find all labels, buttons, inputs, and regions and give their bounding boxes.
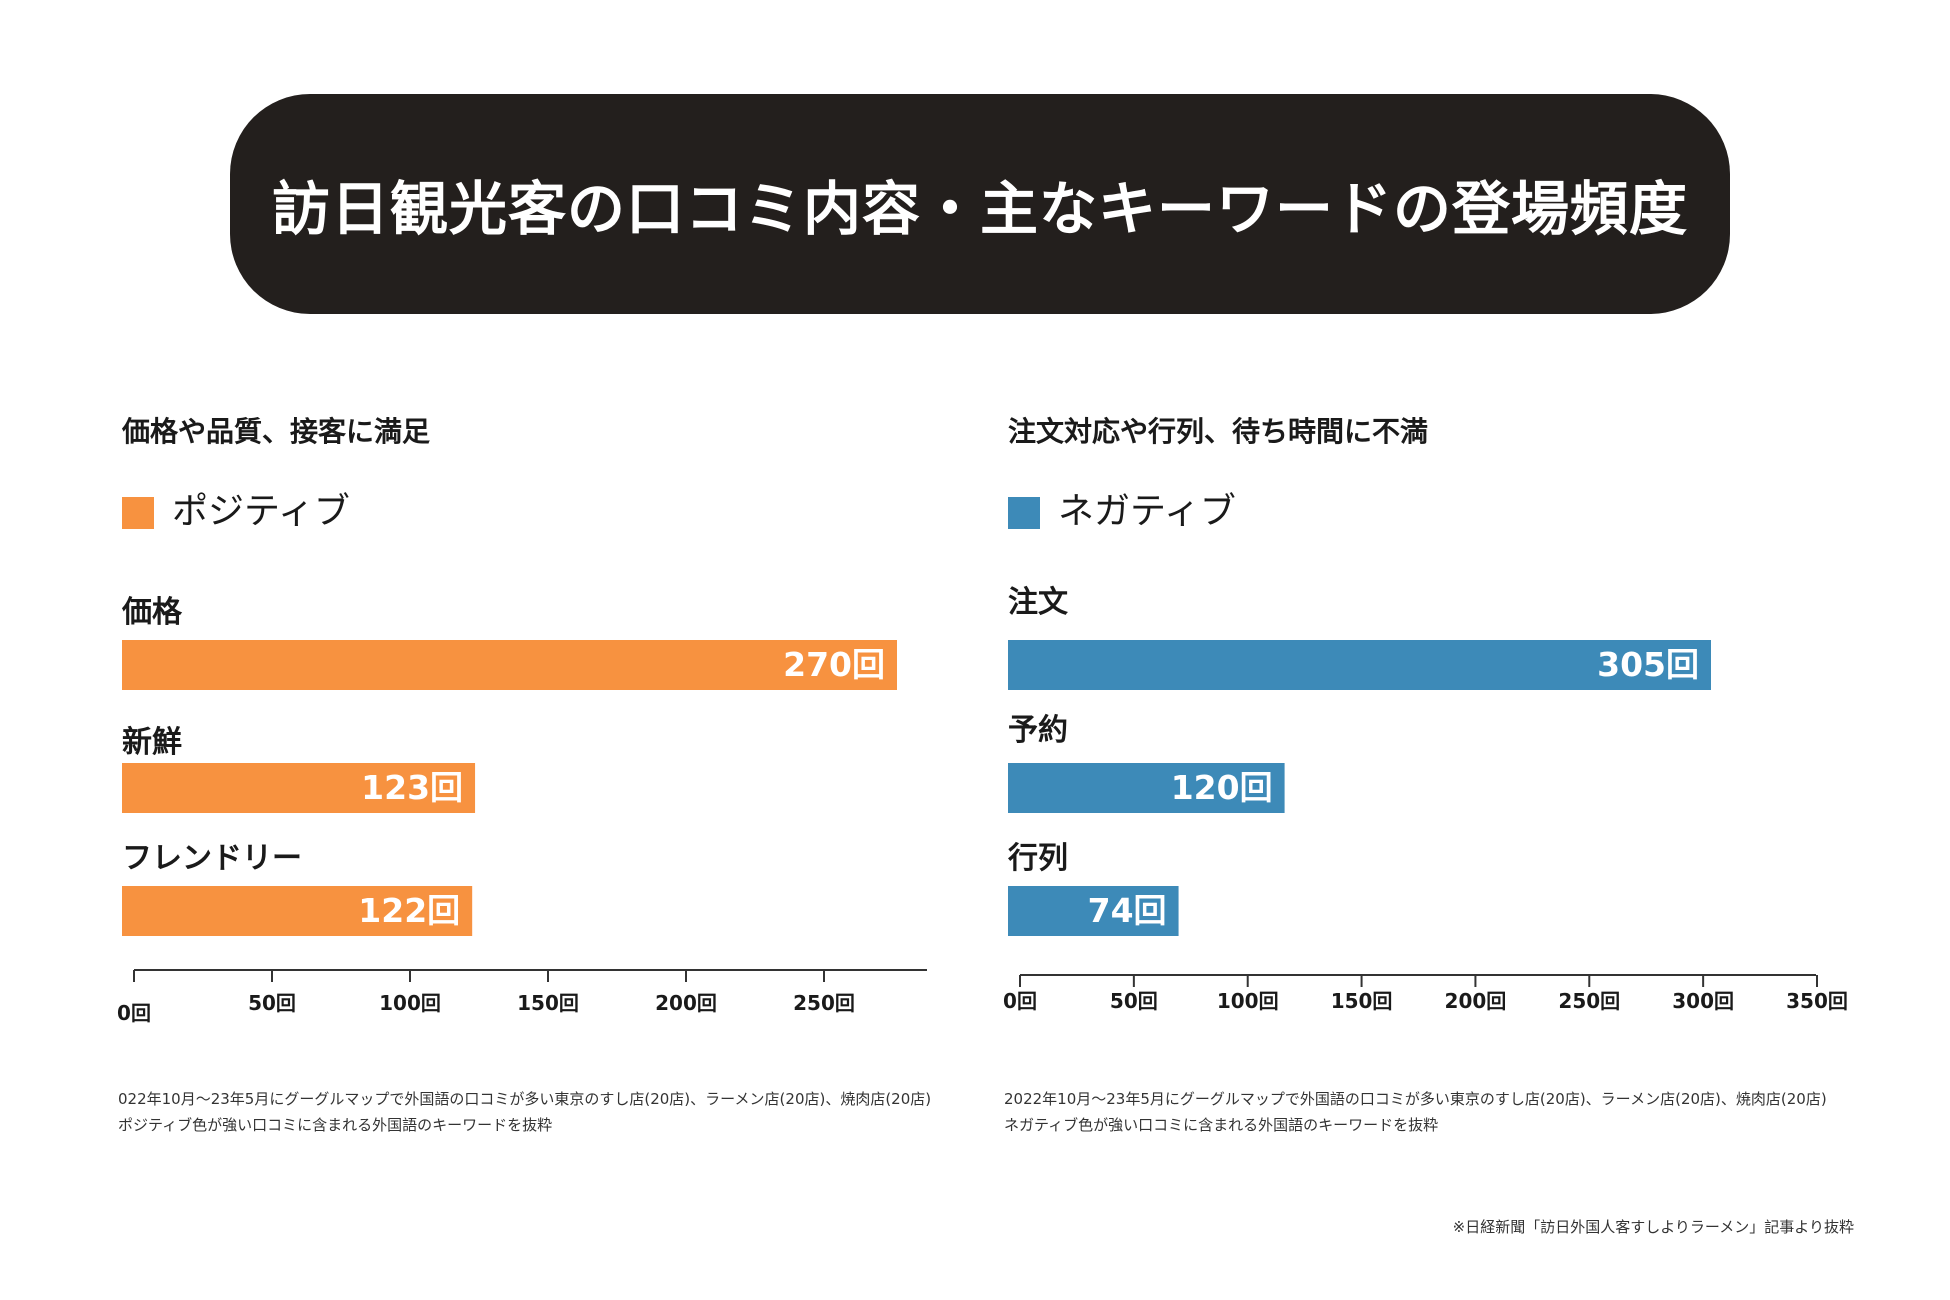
- positive-bar-2: [122, 763, 476, 813]
- negative-value-label-3: 74回: [1088, 891, 1167, 930]
- negative-tick-label-3: 100回: [1217, 989, 1279, 1013]
- positive-bar-1: [122, 640, 897, 690]
- positive-legend: ポジティブ: [122, 482, 350, 534]
- positive-tick-label-2: 50回: [248, 991, 296, 1015]
- positive-value-label-3: 122回: [358, 891, 460, 930]
- negative-tick-label-8: 350回: [1786, 989, 1848, 1013]
- negative-panel: 注文対応や行列、待ち時間に不満 ネガティブ 注文 305回予約 120回行列 74回 0…: [1003, 400, 1868, 1160]
- positive-category-label-1: 価格: [121, 595, 183, 630]
- negative-tick-label-1: 0回: [1003, 989, 1037, 1013]
- negative-category-label-1: 注文: [1008, 585, 1068, 620]
- negative-legend-swatch: [1008, 497, 1040, 529]
- positive-tick-label-4: 150回: [517, 991, 579, 1015]
- page-title: 訪日観光客の口コミ内容・主なキーワードの登場頻度: [271, 175, 1688, 243]
- positive-tick-label-3: 100回: [379, 991, 441, 1015]
- positive-value-label-2: 123回: [361, 768, 463, 807]
- negative-tick-label-7: 300回: [1672, 989, 1734, 1013]
- negative-bar-3: [1008, 886, 1179, 936]
- positive-category-label-3: フレンドリー: [122, 841, 302, 876]
- negative-value-label-2: 120回: [1171, 768, 1273, 807]
- positive-legend-label: ポジティブ: [172, 491, 350, 532]
- positive-category-label-2: 新鮮: [122, 725, 182, 760]
- negative-category-label-3: 行列: [1007, 841, 1068, 876]
- negative-subtitle: 注文対応や行列、待ち時間に不満: [1008, 415, 1429, 448]
- positive-panel: 価格や品質、接客に満足 ポジティブ 価格 270回新鮮 123回フレンドリー 122回…: [117, 400, 982, 1160]
- negative-value-label-1: 305回: [1597, 645, 1699, 684]
- negative-tick-label-2: 50回: [1110, 989, 1158, 1013]
- positive-subtitle: 価格や品質、接客に満足: [122, 415, 431, 448]
- positive-legend-swatch: [122, 497, 154, 529]
- positive-tick-label-6: 250回: [793, 991, 855, 1015]
- negative-tick-label-4: 150回: [1331, 989, 1393, 1013]
- negative-note-line-1: 2022年10月～23年5月にグーグルマップで外国語の口コミが多い東京のすし店(…: [1004, 1090, 1827, 1108]
- positive-bar-3: [122, 886, 473, 936]
- positive-note: 022年10月～23年5月にグーグルマップで外国語の口コミが多い東京のすし店(2…: [118, 1086, 931, 1138]
- source-note: ※日経新聞「訪日外国人客すしよりラーメン」記事より抜粋: [1452, 1218, 1854, 1236]
- negative-note-line-2: ネガティブ色が強い口コミに含まれる外国語のキーワードを抜粋: [1004, 1116, 1439, 1134]
- positive-tick-label-5: 200回: [655, 991, 717, 1015]
- negative-bar-2: [1008, 763, 1285, 813]
- negative-legend: ネガティブ: [1008, 482, 1236, 534]
- positive-note-line-2: ポジティブ色が強い口コミに含まれる外国語のキーワードを抜粋: [118, 1116, 553, 1134]
- negative-tick-label-6: 250回: [1558, 989, 1620, 1013]
- positive-value-label-1: 270回: [783, 645, 885, 684]
- positive-tick-label-1: 0回: [117, 1001, 151, 1025]
- negative-bar-1: [1008, 640, 1711, 690]
- title-banner: 訪日観光客の口コミ内容・主なキーワードの登場頻度: [230, 94, 1730, 314]
- negative-note: 2022年10月～23年5月にグーグルマップで外国語の口コミが多い東京のすし店(…: [1004, 1086, 1827, 1138]
- negative-category-label-2: 予約: [1008, 713, 1068, 748]
- negative-tick-label-5: 200回: [1445, 989, 1507, 1013]
- positive-note-line-1: 022年10月～23年5月にグーグルマップで外国語の口コミが多い東京のすし店(2…: [118, 1090, 932, 1108]
- negative-legend-label: ネガティブ: [1058, 491, 1236, 532]
